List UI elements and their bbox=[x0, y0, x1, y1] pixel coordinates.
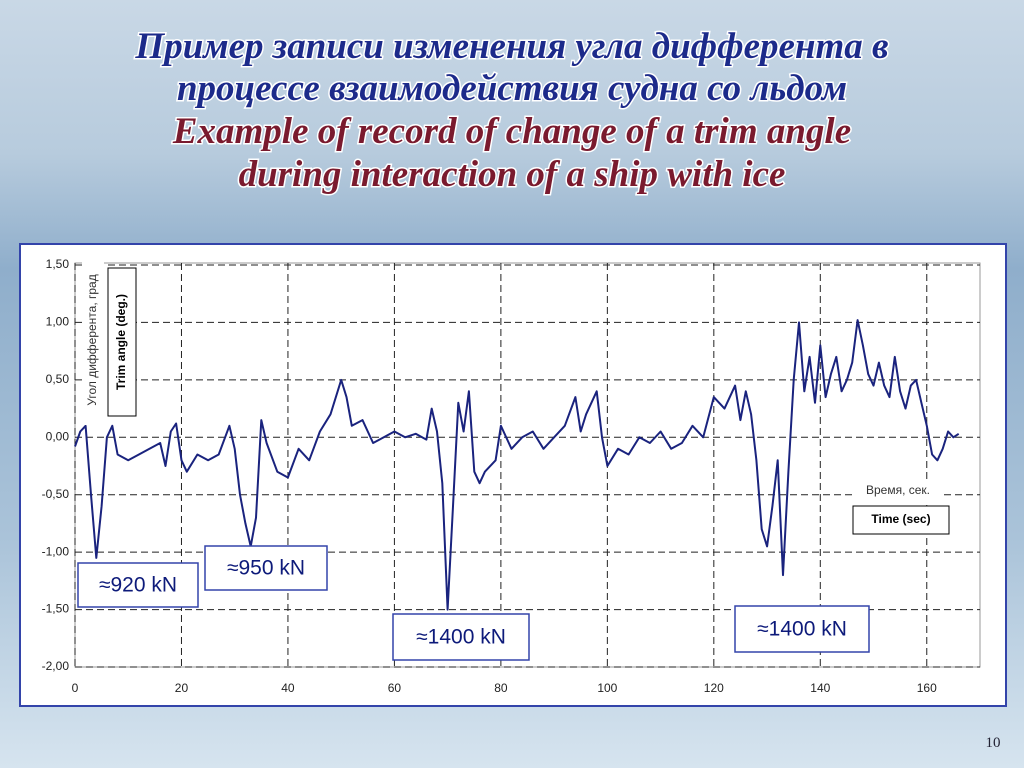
y-tick-label: -0,50 bbox=[42, 487, 70, 501]
x-tick-label: 40 bbox=[281, 681, 295, 695]
x-tick-label: 160 bbox=[917, 681, 937, 695]
x-tick-label: 60 bbox=[388, 681, 402, 695]
y-label-box bbox=[82, 255, 104, 425]
y-label-box bbox=[107, 267, 137, 417]
x-tick-label: 0 bbox=[72, 681, 79, 695]
y-tick-label: 1,00 bbox=[46, 315, 70, 329]
annotation-box bbox=[77, 562, 199, 608]
annotation: ≈950 kN bbox=[227, 557, 305, 580]
annotation: ≈920 kN bbox=[99, 574, 177, 597]
x-tick-label: 140 bbox=[810, 681, 830, 695]
annotation: ≈1400 kN bbox=[416, 626, 506, 649]
trim-line bbox=[74, 319, 960, 611]
x-axis-label: Время, сек. bbox=[866, 483, 930, 497]
page-number: 10 bbox=[986, 735, 1001, 751]
x-axis-label: Time (sec) bbox=[871, 512, 930, 526]
title-ru: процессе взаимодействия судна со льдом bbox=[177, 68, 847, 109]
y-tick-label: 0,50 bbox=[46, 372, 70, 386]
x-tick-label: 20 bbox=[175, 681, 189, 695]
annotation-box bbox=[734, 605, 870, 653]
y-axis-label: Trim angle (deg.) bbox=[114, 294, 128, 390]
title-en: during interaction of a ship with ice bbox=[239, 154, 786, 195]
y-tick-label: -2,00 bbox=[42, 659, 70, 673]
x-tick-label: 100 bbox=[597, 681, 617, 695]
annotation: ≈1400 kN bbox=[757, 618, 847, 641]
y-axis-label: Угол дифферента, град bbox=[85, 274, 99, 405]
title-en: Example of record of change of a trim an… bbox=[172, 111, 851, 152]
title-ru: Пример записи изменения угла дифферента … bbox=[134, 26, 888, 67]
annotation-box bbox=[392, 613, 530, 661]
annotation-box bbox=[204, 545, 328, 591]
y-tick-label: -1,50 bbox=[42, 602, 70, 616]
x-label-box bbox=[855, 480, 941, 502]
y-tick-label: -1,00 bbox=[42, 544, 70, 558]
x-tick-label: 120 bbox=[704, 681, 724, 695]
x-label-box bbox=[852, 505, 950, 535]
plot-area bbox=[74, 262, 981, 668]
x-tick-label: 80 bbox=[494, 681, 508, 695]
y-tick-label: 0,00 bbox=[46, 429, 70, 443]
y-tick-label: 1,50 bbox=[46, 257, 70, 271]
